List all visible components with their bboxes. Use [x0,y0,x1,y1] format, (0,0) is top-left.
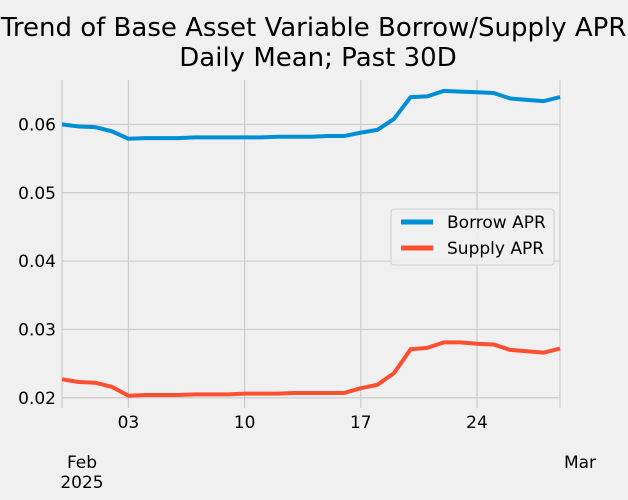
y-tick-label: 0.05 [18,184,56,204]
series-lines [61,88,561,398]
y-tick-label: 0.04 [18,252,56,272]
chart-title: Trend of Base Asset Variable Borrow/Supp… [0,13,628,43]
y-tick-label: 0.06 [18,115,56,135]
y-tick-label: 0.03 [18,320,56,340]
legend-label: Borrow APR [447,213,546,233]
x-tick-label: 10 [234,413,256,433]
x-tick-label: 03 [118,413,140,433]
legend-label: Supply APR [447,239,544,259]
y-tick-label: 0.02 [18,389,56,409]
x-major-tick-label: Feb [67,453,97,473]
x-tick-label: 24 [466,413,488,433]
chart-subtitle: Daily Mean; Past 30D [179,43,456,73]
series-line [61,88,561,141]
x-major-tick-label: Mar [564,453,596,473]
x-tick-label: 17 [350,413,372,433]
series-line [61,340,561,398]
legend: Borrow APR Supply APR [390,208,555,266]
grid-lines [61,80,561,408]
x-major-tick-year-label: 2025 [60,473,103,493]
